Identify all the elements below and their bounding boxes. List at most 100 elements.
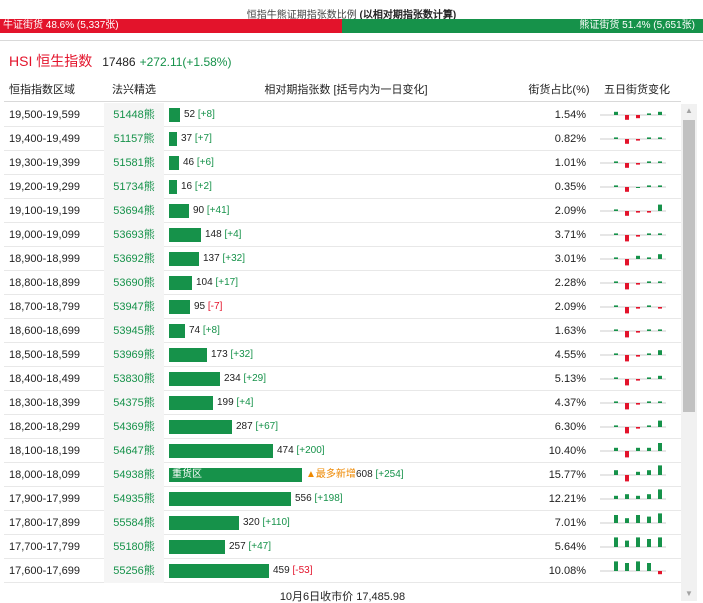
count-cell: 16 [+2] bbox=[166, 175, 526, 199]
count-label: 459 [-53] bbox=[273, 559, 312, 583]
table-row[interactable]: 19,400-19,499 51157熊 37 [+7] 0.82% bbox=[4, 127, 681, 151]
trend-bar bbox=[636, 447, 640, 451]
range-cell: 18,400-18,499 bbox=[9, 373, 80, 385]
count-value: 104 bbox=[196, 277, 213, 288]
warrant-code-link[interactable]: 55180熊 bbox=[104, 535, 164, 559]
warrant-code-link[interactable]: 55256熊 bbox=[104, 559, 164, 583]
table-row[interactable]: 19,200-19,299 51734熊 16 [+2] 0.35% bbox=[4, 175, 681, 199]
count-label: 287 [+67] bbox=[236, 415, 278, 439]
scrollbar[interactable]: ▲ ▼ bbox=[681, 104, 697, 601]
table-row[interactable]: 18,300-18,399 54375熊 199 [+4] 4.37% bbox=[4, 391, 681, 415]
count-value: 90 bbox=[193, 205, 205, 216]
table-row[interactable]: 17,600-17,699 55256熊 459 [-53] 10.08% bbox=[4, 559, 681, 583]
count-label: 173 [+32] bbox=[211, 343, 253, 367]
warrant-code-link[interactable]: 54938熊 bbox=[104, 463, 164, 487]
scroll-down-icon[interactable]: ▼ bbox=[685, 589, 693, 598]
trend-bar bbox=[614, 305, 618, 307]
trend-bar bbox=[647, 377, 651, 379]
warrant-code-link[interactable]: 54369熊 bbox=[104, 415, 164, 439]
warrant-code-link[interactable]: 53947熊 bbox=[104, 295, 164, 319]
zone-label: 重货区 bbox=[172, 469, 202, 480]
trend-cell bbox=[594, 319, 680, 343]
range-cell: 18,700-18,799 bbox=[9, 301, 80, 313]
trend-bar bbox=[658, 307, 662, 309]
trend-bar bbox=[614, 329, 618, 331]
count-cell: 37 [+7] bbox=[166, 127, 526, 151]
warrant-code-link[interactable]: 55584熊 bbox=[104, 511, 164, 535]
count-bar bbox=[169, 444, 273, 458]
warrant-code-link[interactable]: 51581熊 bbox=[104, 151, 164, 175]
warrant-code-link[interactable]: 53830熊 bbox=[104, 367, 164, 391]
table-row[interactable]: 18,800-18,899 53690熊 104 [+17] 2.28% bbox=[4, 271, 681, 295]
trend-bar bbox=[647, 353, 651, 355]
count-label: 474 [+200] bbox=[277, 439, 325, 463]
warrant-code-link[interactable]: 51157熊 bbox=[104, 127, 164, 151]
count-change: [+41] bbox=[206, 205, 230, 216]
table-row[interactable]: 18,900-18,999 53692熊 137 [+32] 3.01% bbox=[4, 247, 681, 271]
table-row[interactable]: 18,700-18,799 53947熊 95 [-7] 2.09% bbox=[4, 295, 681, 319]
trend-bar bbox=[647, 563, 651, 571]
trend-sparkline bbox=[600, 443, 666, 458]
table-row[interactable]: 18,100-18,199 54647熊 474 [+200] 10.40% bbox=[4, 439, 681, 463]
trend-cell bbox=[594, 343, 680, 367]
trend-bar bbox=[625, 355, 629, 362]
range-cell: 18,600-18,699 bbox=[9, 325, 80, 337]
warrant-code-link[interactable]: 53692熊 bbox=[104, 247, 164, 271]
trend-bar bbox=[614, 137, 618, 139]
count-bar bbox=[169, 396, 213, 410]
warrant-code-link[interactable]: 53690熊 bbox=[104, 271, 164, 295]
pct-cell: 5.64% bbox=[554, 541, 586, 553]
count-value: 199 bbox=[217, 397, 234, 408]
warrant-code-link[interactable]: 51448熊 bbox=[104, 103, 164, 127]
warrant-code-link[interactable]: 54647熊 bbox=[104, 439, 164, 463]
trend-sparkline bbox=[600, 233, 666, 242]
count-value: 16 bbox=[181, 181, 193, 192]
count-bar bbox=[169, 348, 207, 362]
count-change: [+7] bbox=[194, 133, 212, 144]
scroll-thumb[interactable] bbox=[683, 120, 695, 412]
pct-cell: 1.63% bbox=[554, 325, 586, 337]
table-row[interactable]: 18,600-18,699 53945熊 74 [+8] 1.63% bbox=[4, 319, 681, 343]
warrant-code-link[interactable]: 53945熊 bbox=[104, 319, 164, 343]
warrant-code-link[interactable]: 54375熊 bbox=[104, 391, 164, 415]
warrant-code-link[interactable]: 53694熊 bbox=[104, 199, 164, 223]
table-row[interactable]: 17,800-17,899 55584熊 320 [+110] 7.01% bbox=[4, 511, 681, 535]
col-header-code: 法兴精选 bbox=[112, 84, 156, 96]
trend-sparkline bbox=[600, 137, 666, 144]
trend-sparkline bbox=[600, 281, 666, 290]
table-row[interactable]: 18,400-18,499 53830熊 234 [+29] 5.13% bbox=[4, 367, 681, 391]
table-row[interactable]: 19,100-19,199 53694熊 90 [+41] 2.09% bbox=[4, 199, 681, 223]
range-cell: 18,100-18,199 bbox=[9, 445, 80, 457]
trend-bar bbox=[614, 353, 618, 355]
ratio-caption: 恒指牛熊证期指张数比例 (以相对期指张数计算) bbox=[0, 6, 703, 21]
count-change: [+29] bbox=[243, 373, 266, 384]
warrant-code-link[interactable]: 51734熊 bbox=[104, 175, 164, 199]
warrant-code-link[interactable]: 53969熊 bbox=[104, 343, 164, 367]
count-change: [+200] bbox=[296, 445, 325, 456]
table-row[interactable]: 18,500-18,599 53969熊 173 [+32] 4.55% bbox=[4, 343, 681, 367]
table-row[interactable]: 18,000-18,099 54938熊 重货区 ▲最多新增 608 [+254] 15.… bbox=[4, 463, 681, 487]
count-bar bbox=[169, 180, 177, 194]
trend-bar bbox=[625, 475, 629, 482]
index-change: +272.11(+1.58%) bbox=[139, 55, 232, 69]
scroll-up-icon[interactable]: ▲ bbox=[685, 106, 693, 115]
trend-bar bbox=[614, 537, 618, 547]
table-row[interactable]: 19,000-19,099 53693熊 148 [+4] 3.71% bbox=[4, 223, 681, 247]
table-row[interactable]: 19,300-19,399 51581熊 46 [+6] 1.01% bbox=[4, 151, 681, 175]
table-row[interactable]: 17,700-17,799 55180熊 257 [+47] 5.64% bbox=[4, 535, 681, 559]
trend-cell bbox=[594, 223, 680, 247]
warrant-code-link[interactable]: 53693熊 bbox=[104, 223, 164, 247]
count-change: [+8] bbox=[202, 325, 220, 336]
table-header: 恒指指数区域 法兴精选 相对期指张数 [括号内为一日变化] 街货占比(%) 五日… bbox=[4, 80, 681, 102]
trend-bar bbox=[614, 161, 618, 163]
trend-sparkline bbox=[600, 161, 666, 168]
count-cell: 重货区 ▲最多新增 608 [+254] bbox=[166, 463, 526, 487]
table-row[interactable]: 19,500-19,599 51448熊 52 [+8] 1.54% bbox=[4, 103, 681, 127]
trend-bar bbox=[614, 470, 618, 475]
table-row[interactable]: 17,900-17,999 54935熊 556 [+198] 12.21% bbox=[4, 487, 681, 511]
range-cell: 18,300-18,399 bbox=[9, 397, 80, 409]
warrant-code-link[interactable]: 54935熊 bbox=[104, 487, 164, 511]
trend-bar bbox=[658, 254, 662, 259]
table-row[interactable]: 18,200-18,299 54369熊 287 [+67] 6.30% bbox=[4, 415, 681, 439]
count-cell: 104 [+17] bbox=[166, 271, 526, 295]
